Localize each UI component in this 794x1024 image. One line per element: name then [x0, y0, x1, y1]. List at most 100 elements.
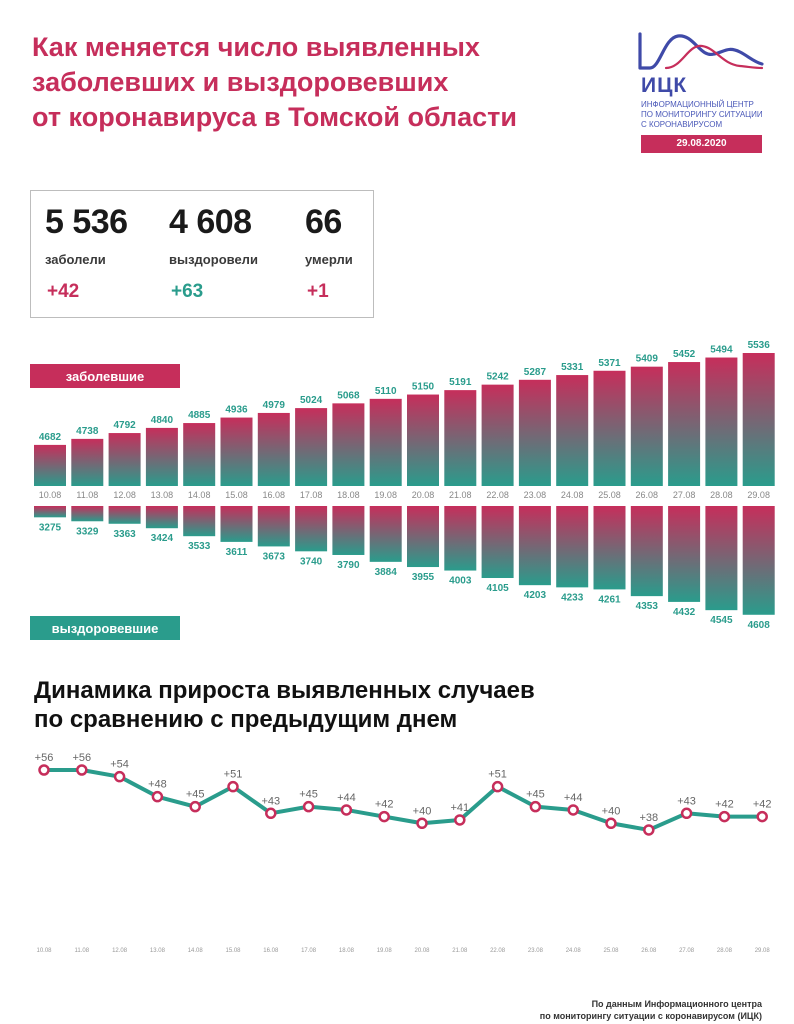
growth-value-label: +45: [299, 789, 318, 801]
bar-recovered: [705, 506, 738, 611]
bar-infected-label: 5150: [412, 382, 435, 393]
bar-recovered: [407, 506, 439, 568]
cases-bar-chart: заболевшие выздоровевшие 4682 10.08 3275 47…: [30, 340, 775, 640]
bar-recovered-label: 3955: [412, 572, 435, 583]
legend-infected: заболевшие: [30, 364, 180, 388]
growth-point: [605, 817, 617, 830]
source-line: По данным Информационного центра: [591, 999, 762, 1009]
bar-infected-label: 5068: [337, 390, 360, 401]
bar-date-label: 16.08: [263, 490, 286, 500]
logo-wave-icon: [638, 32, 764, 70]
bar-infected: [332, 403, 365, 486]
bar-recovered: [742, 506, 775, 615]
bar-recovered-label: 3533: [188, 541, 211, 552]
bar-recovered: [332, 506, 365, 555]
bar-recovered: [71, 506, 104, 522]
growth-point: [567, 804, 579, 816]
growth-point: [227, 780, 239, 793]
bar-infected: [742, 353, 775, 486]
growth-point: [643, 824, 655, 836]
growth-date-label: 26.08: [641, 948, 657, 954]
growth-date-label: 28.08: [717, 948, 733, 954]
growth-value-label: +43: [261, 795, 280, 807]
bar-infected: [257, 412, 290, 486]
growth-point: [491, 780, 504, 793]
bar-date-label: 20.08: [412, 490, 435, 500]
bar-infected: [183, 423, 216, 486]
bar-recovered-label: 4203: [524, 590, 547, 601]
logo-subtitle-line: ПО МОНИТОРИНГУ СИТУАЦИИ: [641, 110, 763, 119]
bar-recovered-label: 4608: [748, 620, 771, 631]
growth-point: [529, 800, 542, 813]
bar-recovered: [668, 506, 701, 602]
bar-infected: [668, 362, 701, 486]
growth-point: [151, 790, 164, 803]
growth-value-label: +45: [186, 789, 205, 801]
bar-infected: [295, 408, 328, 486]
bar-recovered-label: 4261: [598, 594, 621, 605]
stat-label: выздоровели: [169, 252, 258, 267]
bar-recovered: [257, 506, 290, 547]
bar-recovered-label: 3884: [375, 567, 398, 578]
bar-date-label: 28.08: [710, 490, 733, 500]
growth-line: [44, 768, 763, 832]
bar-infected: [518, 379, 551, 486]
stat-delta: +42: [47, 281, 80, 302]
bar-infected-label: 5191: [449, 377, 472, 388]
legend-recovered-label: выздоровевшие: [52, 621, 159, 636]
growth-date-label: 27.08: [679, 948, 695, 954]
growth-value-label: +41: [450, 802, 469, 814]
growth-date-label: 21.08: [452, 948, 468, 954]
bar-infected: [593, 370, 626, 486]
growth-value-label: +42: [715, 799, 734, 811]
growth-value-label: +38: [639, 812, 658, 824]
stat-label: умерли: [305, 252, 353, 267]
growth-value-label: +44: [564, 792, 583, 804]
bar-recovered-label: 4003: [449, 576, 472, 587]
bar-recovered: [481, 506, 514, 579]
bar-recovered-label: 3740: [300, 556, 323, 567]
logo-subtitle-line: ИНФОРМАЦИОННЫЙ ЦЕНТР: [641, 100, 754, 109]
growth-date-label: 16.08: [263, 948, 279, 954]
bar-infected: [71, 438, 104, 486]
growth-date-label: 25.08: [603, 948, 619, 954]
growth-value-label: +42: [753, 799, 772, 811]
growth-point: [680, 807, 693, 820]
report-date: 29.08.2020: [641, 135, 762, 153]
logo-name: ИЦК: [641, 74, 688, 97]
bar-recovered-label: 3790: [337, 560, 360, 571]
growth-date-label: 19.08: [377, 948, 393, 954]
growth-value-label: +42: [375, 799, 394, 811]
bar-infected-label: 5331: [561, 362, 584, 373]
bar-recovered: [145, 506, 178, 529]
growth-point: [378, 810, 390, 823]
bar-infected: [407, 394, 439, 486]
bar-infected: [705, 357, 738, 486]
bar-date-label: 23.08: [524, 490, 547, 500]
growth-value-label: +48: [148, 779, 167, 791]
bar-date-label: 24.08: [561, 490, 584, 500]
source-line: по мониторингу ситуации с коронавирусом …: [539, 1011, 762, 1021]
growth-point: [38, 764, 50, 776]
legend-infected-label: заболевшие: [66, 369, 145, 384]
growth-title-line: по сравнению с предыдущим днем: [34, 706, 458, 733]
bar-infected-label: 4682: [39, 432, 62, 443]
bar-date-label: 10.08: [39, 490, 62, 500]
growth-date-label: 12.08: [112, 948, 128, 954]
bar-infected: [108, 433, 141, 486]
summary-stats: 5 536 заболели +42 4 608 выздоровели +63…: [30, 190, 374, 318]
bar-infected: [369, 398, 402, 486]
page-title: Как меняется число выявленных заболевших…: [32, 30, 592, 135]
growth-value-label: +40: [413, 805, 432, 817]
growth-value-label: +56: [72, 752, 91, 764]
growth-date-label: 15.08: [225, 948, 241, 954]
bar-infected-label: 5371: [598, 358, 621, 369]
stat-value: 5 536: [45, 203, 128, 241]
bar-recovered-label: 4105: [486, 583, 509, 594]
bar-recovered-label: 3363: [113, 529, 136, 540]
bar-infected: [34, 444, 66, 486]
bar-date-label: 27.08: [673, 490, 696, 500]
stat-value: 66: [305, 203, 342, 241]
bar-infected-label: 4885: [188, 410, 211, 421]
growth-date-label: 29.08: [755, 948, 771, 954]
